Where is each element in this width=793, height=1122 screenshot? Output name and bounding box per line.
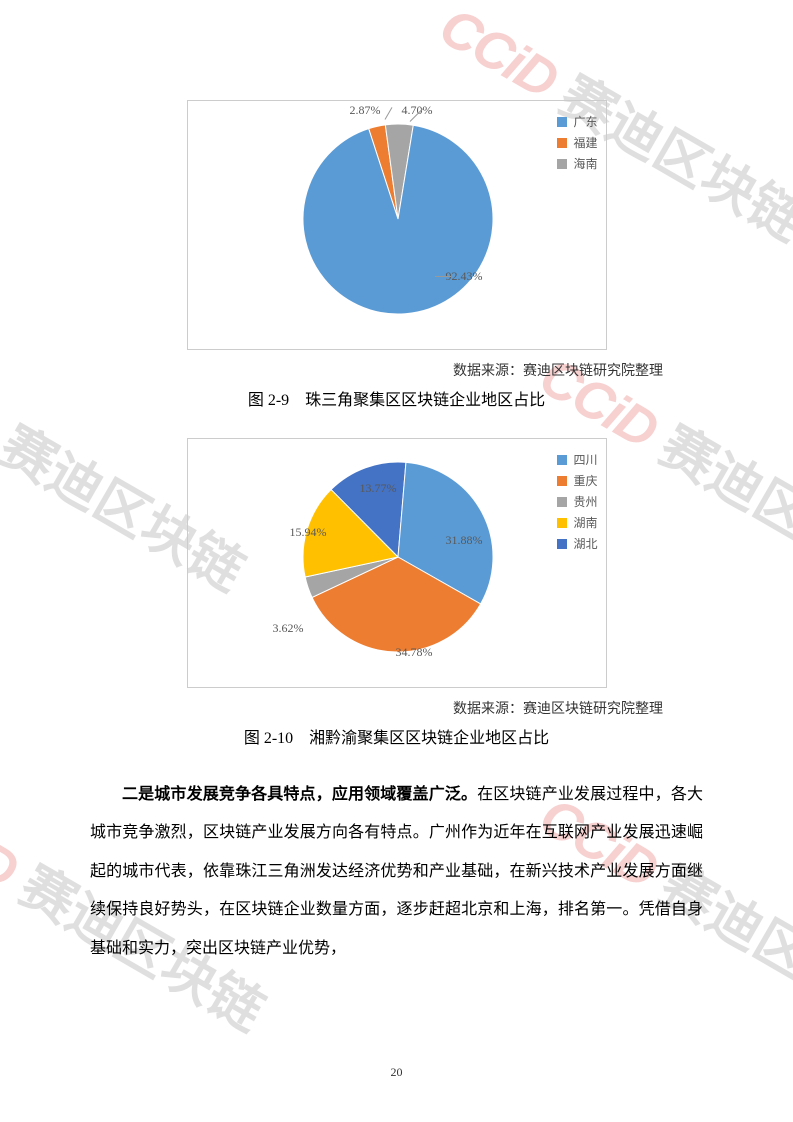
pie-label: 15.94% (290, 525, 327, 540)
pie-label: 34.78% (396, 645, 433, 660)
legend-swatch (557, 159, 567, 169)
legend-swatch (557, 539, 567, 549)
body-paragraph: 二是城市发展竞争各具特点，应用领域覆盖广泛。在区块链产业发展过程中，各大城市竞争… (90, 776, 703, 968)
legend-label: 湖北 (573, 535, 597, 552)
legend-item: 福建 (557, 134, 597, 151)
legend-item: 湖北 (557, 535, 597, 552)
legend-item: 四川 (557, 451, 597, 468)
legend-swatch (557, 518, 567, 528)
pie-label: 31.88% (446, 533, 483, 548)
page-number: 20 (0, 1065, 793, 1080)
legend-label: 湖南 (573, 514, 597, 531)
pie-label: 2.87% (350, 103, 381, 118)
chart-caption: 图 2-10 湘黔渝聚集区区块链企业地区占比 (90, 724, 703, 748)
paragraph-lead: 二是城市发展竞争各具特点，应用领域覆盖广泛。 (122, 786, 477, 803)
chart-source: 数据来源：赛迪区块链研究院整理 (90, 698, 663, 718)
chart-caption: 图 2-9 珠三角聚集区区块链企业地区占比 (90, 386, 703, 410)
legend-item: 湖南 (557, 514, 597, 531)
legend-label: 广东 (573, 113, 597, 130)
legend-label: 海南 (573, 155, 597, 172)
legend-swatch (557, 138, 567, 148)
pie-label: 92.43% (446, 269, 483, 284)
legend-label: 四川 (573, 451, 597, 468)
legend-swatch (557, 117, 567, 127)
pie-chart-pearl-river: 广东福建海南 92.43% 2.87% 4.70% (187, 100, 607, 350)
paragraph-rest: 在区块链产业发展过程中，各大城市竞争激烈，区块链产业发展方向各有特点。广州作为近… (90, 786, 703, 957)
legend-item: 贵州 (557, 493, 597, 510)
legend-label: 福建 (573, 134, 597, 151)
chart-source: 数据来源：赛迪区块链研究院整理 (90, 360, 663, 380)
pie-label: 13.77% (360, 481, 397, 496)
legend-item: 重庆 (557, 472, 597, 489)
legend-swatch (557, 476, 567, 486)
legend-item: 海南 (557, 155, 597, 172)
pie-chart-xiangqianyu: 四川重庆贵州湖南湖北 31.88% 34.78% 3.62% 15.94% 13… (187, 438, 607, 688)
legend-swatch (557, 497, 567, 507)
legend-item: 广东 (557, 113, 597, 130)
legend-label: 贵州 (573, 493, 597, 510)
pie-label: 4.70% (402, 103, 433, 118)
legend-label: 重庆 (573, 472, 597, 489)
pie-label: 3.62% (273, 621, 304, 636)
legend-swatch (557, 455, 567, 465)
